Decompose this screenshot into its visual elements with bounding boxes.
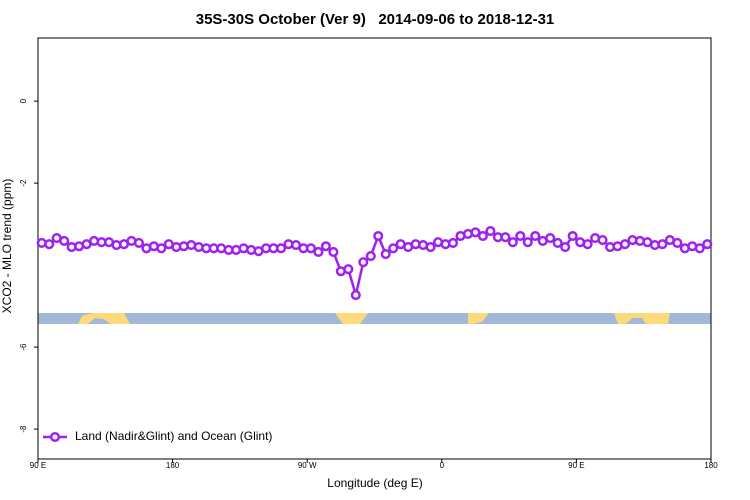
data-point xyxy=(380,248,391,260)
data-point xyxy=(447,237,459,249)
data-point xyxy=(545,232,556,244)
data-point xyxy=(500,232,511,243)
land-patch-detail xyxy=(88,318,110,324)
data-point xyxy=(477,230,488,242)
data-point xyxy=(657,239,668,250)
data-point xyxy=(313,246,324,258)
data-point xyxy=(320,241,331,252)
y-tick-label: -2 xyxy=(19,179,28,187)
data-point xyxy=(470,227,481,238)
data-point xyxy=(530,230,541,242)
ocean-band xyxy=(38,313,711,324)
data-point xyxy=(515,230,526,242)
legend-marker xyxy=(49,431,61,443)
data-point xyxy=(507,237,518,248)
data-point xyxy=(328,246,339,258)
data-point xyxy=(619,239,631,250)
data-point xyxy=(597,235,608,246)
x-tick-label: 180 xyxy=(166,461,180,470)
x-axis-label: Longitude (deg E) xyxy=(327,476,422,490)
x-tick-label: 90 E xyxy=(568,461,584,470)
y-tick-label: 0 xyxy=(19,98,28,103)
data-point xyxy=(275,243,287,254)
data-point xyxy=(672,237,683,249)
data-point xyxy=(567,230,578,242)
land-patch xyxy=(78,313,130,324)
legend-label: Land (Nadir&Glint) and Ocean (Glint) xyxy=(75,429,272,443)
data-point xyxy=(365,251,376,262)
land-patch xyxy=(468,313,489,324)
data-point xyxy=(522,237,533,248)
x-tick-label: 90 E xyxy=(30,461,46,470)
data-point xyxy=(156,243,167,254)
data-point xyxy=(485,226,496,237)
data-point xyxy=(582,239,593,250)
data-point xyxy=(350,289,361,301)
data-point xyxy=(388,243,399,254)
y-axis-label: XCO2 - MLO trend (ppm) xyxy=(0,179,14,314)
data-point xyxy=(552,237,563,249)
land-patch xyxy=(335,313,368,324)
x-tick-label: 90 W xyxy=(298,461,317,470)
data-point xyxy=(425,242,436,253)
data-point xyxy=(133,237,144,249)
data-point xyxy=(694,243,705,254)
data-point xyxy=(305,243,316,254)
data-point xyxy=(373,230,384,242)
data-point xyxy=(358,257,369,268)
x-tick-label: 180 xyxy=(704,461,718,470)
x-tick-label: 0 xyxy=(440,461,445,470)
data-point xyxy=(560,242,571,253)
plot-frame xyxy=(37,37,712,460)
land-ocean-band xyxy=(38,313,711,324)
land-patch-detail xyxy=(626,318,646,324)
y-tick-label: -8 xyxy=(19,425,28,433)
data-point xyxy=(343,264,354,275)
data-point xyxy=(59,235,70,246)
y-tick-label: -6 xyxy=(19,343,28,351)
data-point xyxy=(44,239,55,250)
chart-title: 35S-30S October (Ver 9) 2014-09-06 to 20… xyxy=(196,11,555,28)
data-point xyxy=(702,239,713,250)
